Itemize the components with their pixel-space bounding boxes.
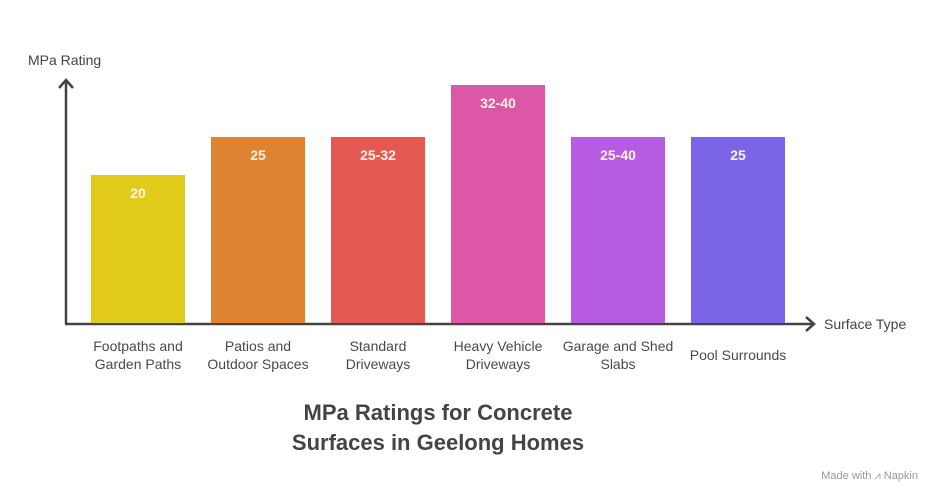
bar-patios-and-outdoor-spaces: 25 <box>211 137 305 323</box>
bar-pool-surrounds: 25 <box>691 137 785 323</box>
category-label-line: Standard <box>349 338 407 354</box>
category-label-line: Heavy Vehicle <box>453 338 543 354</box>
category-label-line: Slabs <box>600 356 636 372</box>
bar-value-label: 25-32 <box>360 147 396 163</box>
category-label: Footpaths and Garden Paths <box>78 337 198 373</box>
category-label-line: Footpaths and <box>93 338 183 354</box>
category-label: Pool Surrounds <box>678 346 798 364</box>
bar-value-label: 25-40 <box>600 147 636 163</box>
credit-text: Made with <box>821 470 872 482</box>
bar-garage-and-shed-slabs: 25-40 <box>571 137 665 323</box>
category-label-line: Driveways <box>465 356 531 372</box>
bar-footpaths-and-garden-paths: 20 <box>91 175 185 323</box>
chart-title: MPa Ratings for Concrete Surfaces in Gee… <box>0 398 876 458</box>
bar-standard-driveways: 25-32 <box>331 137 425 323</box>
y-axis-label: MPa Rating <box>28 52 102 68</box>
category-label-line: Patios and <box>224 338 292 354</box>
chart-title-line-1: MPa Ratings for Concrete <box>303 400 573 425</box>
category-label-line: Driveways <box>345 356 411 372</box>
x-axis-label: Surface Type <box>824 316 907 332</box>
bar-value-label: 25 <box>250 147 266 163</box>
y-axis-arrow-icon <box>58 78 74 89</box>
category-label-line: Outdoor Spaces <box>207 356 309 372</box>
chart-title-line-2: Surfaces in Geelong Homes <box>291 430 585 455</box>
napkin-logo-icon: ⩘ <box>874 470 881 482</box>
napkin-credit[interactable]: Made with ⩘ Napkin <box>821 470 918 483</box>
category-label-line: Garage and Shed <box>562 338 674 354</box>
category-label: Garage and Shed Slabs <box>558 337 678 373</box>
credit-brand: Napkin <box>883 470 918 482</box>
x-axis-arrow-icon <box>805 316 816 332</box>
bar-value-label: 25 <box>730 147 746 163</box>
category-label: Heavy Vehicle Driveways <box>438 337 558 373</box>
bar-value-label: 20 <box>130 185 146 201</box>
category-label-line: Pool Surrounds <box>689 347 787 363</box>
category-label: Standard Driveways <box>318 337 438 373</box>
category-label-line: Garden Paths <box>94 356 182 372</box>
bar-value-label: 32-40 <box>480 95 516 111</box>
category-label: Patios and Outdoor Spaces <box>198 337 318 373</box>
bar-heavy-vehicle-driveways: 32-40 <box>451 85 545 323</box>
